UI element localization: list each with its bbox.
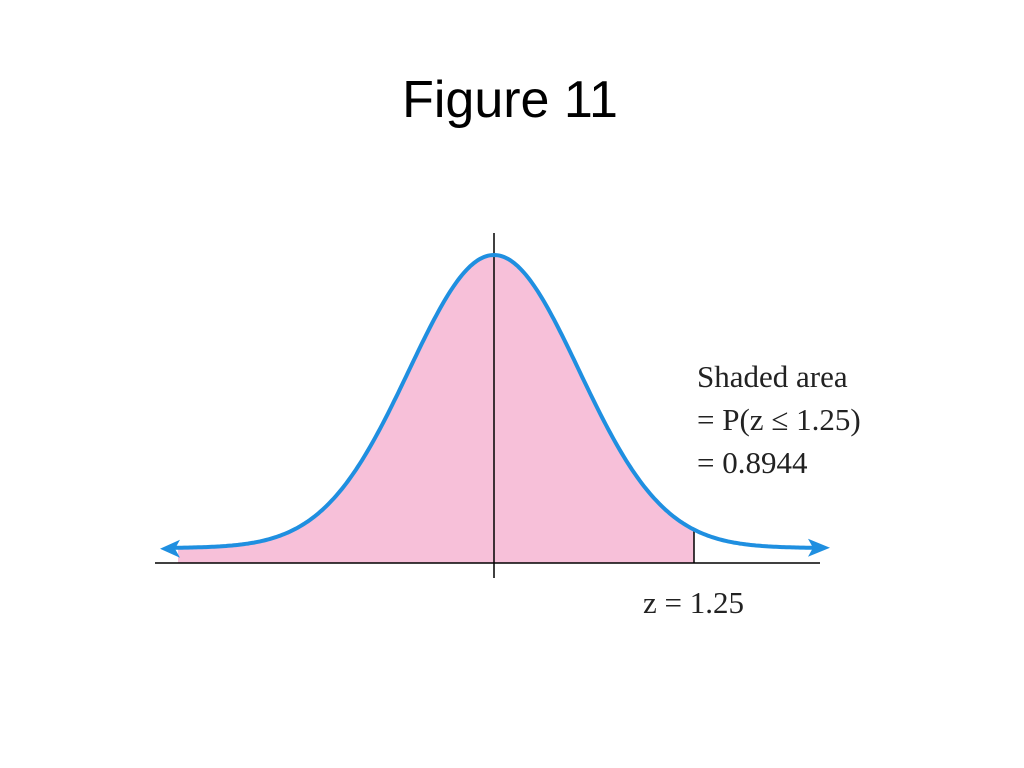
annotation-line: = 0.8944 [697, 445, 808, 480]
right-arrow [808, 538, 830, 557]
normal-curve-diagram [155, 233, 830, 578]
slide-title: Figure 11 [402, 71, 618, 129]
cutoff-label: z = 1.25 [643, 585, 744, 620]
annotation-line: = P(z ≤ 1.25) [697, 402, 861, 437]
annotation-line: Shaded area [697, 359, 848, 394]
normal-curve [172, 252, 815, 550]
left-arrow [160, 539, 180, 558]
shaded-area [178, 255, 694, 563]
